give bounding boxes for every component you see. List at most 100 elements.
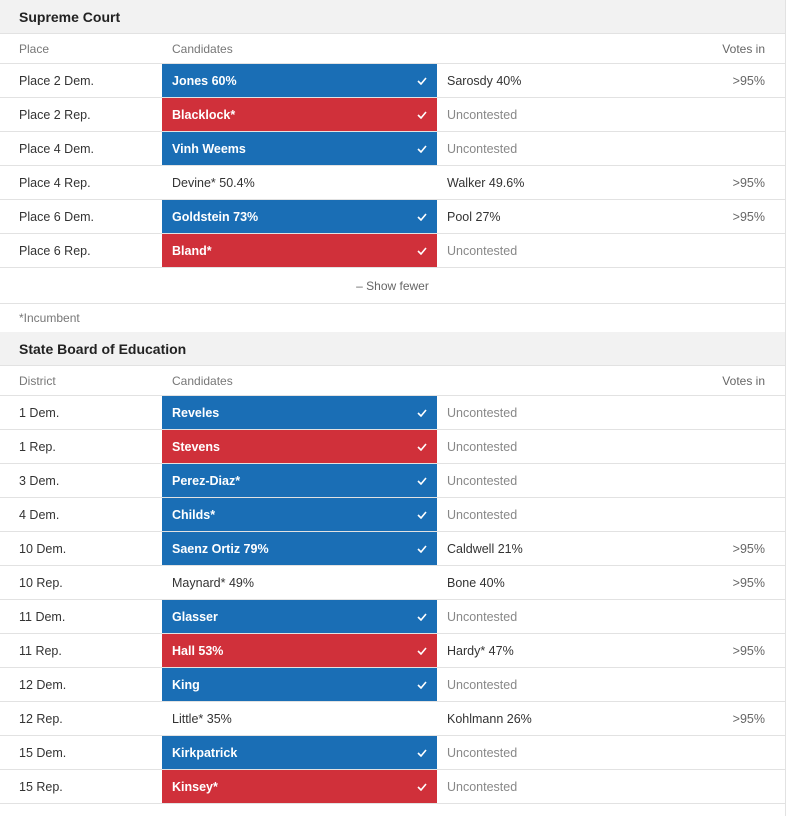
table-row: 10 Rep. Maynard* 49% Bone 40% >95% — [0, 566, 785, 600]
votes-in-value: >95% — [732, 711, 765, 726]
winner-cell: Kinsey* — [162, 770, 437, 803]
table-row: 11 Dem. Glasser Uncontested — [0, 600, 785, 634]
second-candidate-cell: Bone 40% — [447, 575, 505, 590]
check-icon — [417, 408, 427, 417]
check-icon — [417, 680, 427, 689]
votes-in-value — [667, 770, 785, 803]
second-candidate-cell: Uncontested — [447, 243, 518, 258]
votes-in-value — [667, 234, 785, 267]
race-label: 4 Dem. — [19, 507, 60, 522]
column-header-row: District Candidates Votes in — [0, 366, 785, 396]
second-candidate-cell: Uncontested — [447, 107, 518, 122]
candidate-name: Little* 35% — [172, 711, 232, 726]
votes-in-value: >95% — [732, 575, 765, 590]
votes-in-value — [667, 464, 785, 497]
winner-cell: Reveles — [162, 396, 437, 429]
second-candidate-cell: Walker 49.6% — [447, 175, 525, 190]
second-candidate-cell: Uncontested — [447, 779, 518, 794]
winner-cell: Kirkpatrick — [162, 736, 437, 769]
column-header-votes-in: Votes in — [722, 373, 765, 388]
votes-in-value: >95% — [732, 541, 765, 556]
votes-in-value — [667, 430, 785, 463]
race-label: Place 2 Rep. — [19, 107, 91, 122]
votes-in-value — [667, 600, 785, 633]
table-row: 11 Rep. Hall 53% Hardy* 47% >95% — [0, 634, 785, 668]
second-candidate-cell: Kohlmann 26% — [447, 711, 532, 726]
race-label: 10 Rep. — [19, 575, 63, 590]
table-row: 1 Dem. Reveles Uncontested — [0, 396, 785, 430]
second-candidate-cell: Uncontested — [447, 141, 518, 156]
table-row: Place 6 Rep. Bland* Uncontested — [0, 234, 785, 268]
check-icon — [417, 748, 427, 757]
winner-cell: Goldstein 73% — [162, 200, 437, 233]
state-board-table: 1 Dem. Reveles Uncontested 1 Rep. Stevens Unc… — [0, 396, 785, 804]
show-fewer-button[interactable]: – Show fewer — [0, 268, 785, 304]
second-candidate-cell: Sarosdy 40% — [447, 73, 522, 88]
candidate-name: Jones 60% — [172, 73, 237, 88]
candidate-name: Maynard* 49% — [172, 575, 254, 590]
column-header-votes-in: Votes in — [722, 41, 765, 56]
race-label: Place 6 Rep. — [19, 243, 91, 258]
winner-cell: Perez-Diaz* — [162, 464, 437, 497]
race-label: Place 4 Dem. — [19, 141, 95, 156]
winner-cell: Stevens — [162, 430, 437, 463]
race-label: Place 4 Rep. — [19, 175, 91, 190]
supreme-court-table: Place 2 Dem. Jones 60% Sarosdy 40% >95% Plac… — [0, 64, 785, 268]
candidate-name: Devine* 50.4% — [172, 175, 255, 190]
table-row: Place 2 Rep. Blacklock* Uncontested — [0, 98, 785, 132]
votes-in-value — [667, 668, 785, 701]
check-icon — [417, 110, 427, 119]
second-candidate-cell: Pool 27% — [447, 209, 501, 224]
table-row: 15 Rep. Kinsey* Uncontested — [0, 770, 785, 804]
column-header-candidates: Candidates — [172, 373, 233, 388]
candidate-name: Kinsey* — [172, 779, 218, 794]
leading-candidate-cell: Maynard* 49% — [162, 566, 437, 599]
table-row: Place 2 Dem. Jones 60% Sarosdy 40% >95% — [0, 64, 785, 98]
candidate-name: Kirkpatrick — [172, 745, 238, 760]
winner-cell: Saenz Ortiz 79% — [162, 532, 437, 565]
candidate-name: Reveles — [172, 405, 220, 420]
leading-candidate-cell: Devine* 50.4% — [162, 166, 437, 199]
table-row: 4 Dem. Childs* Uncontested — [0, 498, 785, 532]
votes-in-value: >95% — [732, 209, 765, 224]
check-icon — [417, 510, 427, 519]
incumbent-footnote: *Incumbent — [19, 311, 80, 325]
winner-cell: Jones 60% — [162, 64, 437, 97]
check-icon — [417, 612, 427, 621]
table-row: Place 6 Dem. Goldstein 73% Pool 27% >95% — [0, 200, 785, 234]
race-label: 15 Dem. — [19, 745, 67, 760]
candidate-name: Stevens — [172, 439, 220, 454]
winner-cell: Blacklock* — [162, 98, 437, 131]
table-row: 10 Dem. Saenz Ortiz 79% Caldwell 21% >95% — [0, 532, 785, 566]
second-candidate-cell: Uncontested — [447, 609, 518, 624]
candidate-name: Vinh Weems — [172, 141, 246, 156]
race-label: 3 Dem. — [19, 473, 60, 488]
winner-cell: Hall 53% — [162, 634, 437, 667]
table-row: Place 4 Rep. Devine* 50.4% Walker 49.6% >95… — [0, 166, 785, 200]
second-candidate-cell: Uncontested — [447, 677, 518, 692]
check-icon — [417, 212, 427, 221]
race-label: 15 Rep. — [19, 779, 63, 794]
race-label: 12 Rep. — [19, 711, 63, 726]
check-icon — [417, 442, 427, 451]
second-candidate-cell: Uncontested — [447, 473, 518, 488]
candidate-name: Hall 53% — [172, 643, 224, 658]
winner-cell: King — [162, 668, 437, 701]
votes-in-value: >95% — [732, 73, 765, 88]
table-row: 12 Rep. Little* 35% Kohlmann 26% >95% — [0, 702, 785, 736]
second-candidate-cell: Hardy* 47% — [447, 643, 514, 658]
section-title-supreme-court: Supreme Court — [0, 0, 785, 34]
check-icon — [417, 476, 427, 485]
check-icon — [417, 246, 427, 255]
check-icon — [417, 144, 427, 153]
candidate-name: Childs* — [172, 507, 216, 522]
candidate-name: King — [172, 677, 200, 692]
votes-in-value — [667, 498, 785, 531]
table-row: Place 4 Dem. Vinh Weems Uncontested — [0, 132, 785, 166]
column-header-place: Place — [19, 41, 50, 56]
winner-cell: Bland* — [162, 234, 437, 267]
votes-in-value: >95% — [732, 643, 765, 658]
check-icon — [417, 646, 427, 655]
column-header-candidates: Candidates — [172, 41, 233, 56]
